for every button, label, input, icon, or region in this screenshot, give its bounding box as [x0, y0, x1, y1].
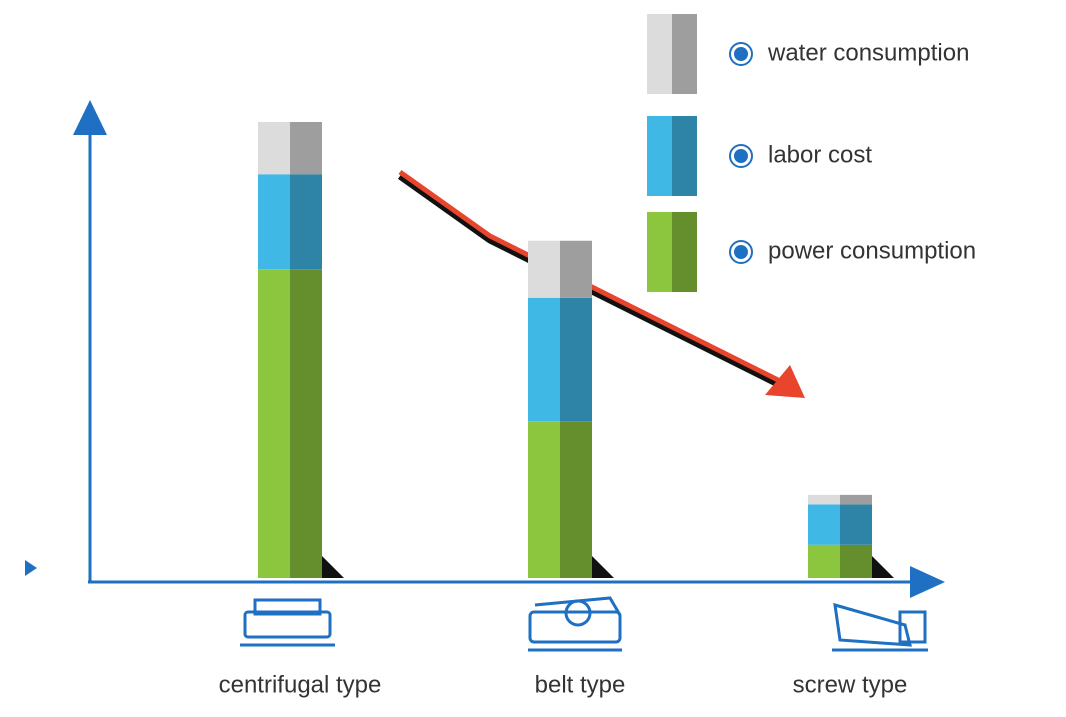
legend-swatch	[647, 14, 697, 94]
bar-segment	[258, 174, 322, 270]
bar-shadow	[322, 556, 344, 578]
bar-segment	[528, 297, 592, 422]
bar-segment	[258, 122, 322, 175]
y-axis-arrow	[73, 100, 107, 135]
legend-swatch	[647, 212, 697, 292]
legend-label: water consumption	[767, 39, 969, 66]
legend-swatch	[647, 116, 697, 196]
x-axis-arrow	[910, 566, 945, 598]
legend-label: labor cost	[768, 141, 872, 168]
legend-dot-core	[734, 245, 748, 259]
bar-segment	[528, 240, 592, 298]
machine-icons	[240, 596, 928, 652]
bar-segment	[808, 544, 872, 578]
x-tick-label: screw type	[793, 671, 908, 698]
axis-mark	[25, 560, 37, 576]
trend-arrow	[397, 169, 805, 398]
bar-segment	[808, 504, 872, 545]
legend: power consumption labor cost water consump…	[647, 14, 976, 292]
bars	[258, 122, 894, 578]
axes	[25, 100, 945, 598]
bar-segment	[258, 269, 322, 578]
bar-segment	[528, 421, 592, 578]
bar-segment	[808, 494, 872, 505]
bar-shadow	[592, 556, 614, 578]
x-tick-label: belt type	[535, 671, 626, 698]
x-tick-label: centrifugal type	[219, 671, 382, 698]
legend-dot-core	[734, 47, 748, 61]
legend-dot-core	[734, 149, 748, 163]
legend-label: power consumption	[768, 237, 976, 264]
bar-shadow	[872, 556, 894, 578]
